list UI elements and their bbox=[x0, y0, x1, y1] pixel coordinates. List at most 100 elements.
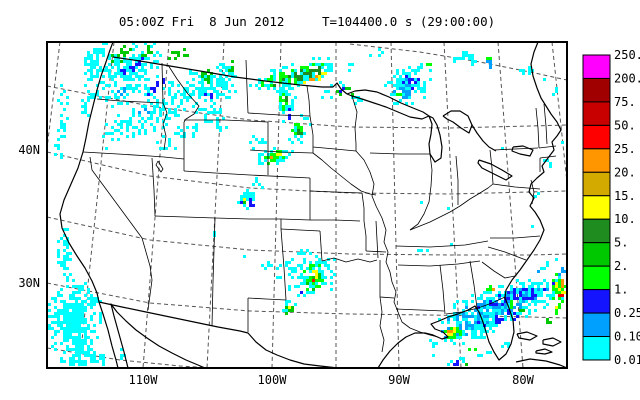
precip-blob bbox=[510, 303, 513, 309]
state-border bbox=[492, 183, 541, 190]
colorbar-box bbox=[582, 336, 611, 361]
longitude-label: 110W bbox=[129, 373, 159, 387]
precip-blob bbox=[306, 273, 321, 291]
state-border bbox=[211, 217, 216, 327]
state-border bbox=[543, 103, 548, 145]
precip-blob bbox=[558, 294, 564, 297]
precip-blob bbox=[450, 243, 453, 246]
precip-blob bbox=[300, 291, 303, 294]
precip-blob bbox=[168, 120, 207, 150]
precip-blob bbox=[417, 249, 429, 252]
state-border bbox=[535, 107, 540, 149]
colorbar-label: 50. bbox=[614, 118, 636, 132]
state-border bbox=[306, 85, 311, 117]
precip-blob bbox=[228, 60, 234, 72]
state-border bbox=[280, 228, 321, 232]
colorbar-label: 200. bbox=[614, 71, 640, 85]
precip-blob bbox=[552, 87, 558, 96]
colorbar-box bbox=[582, 265, 611, 291]
latitude-gridline bbox=[47, 151, 567, 195]
precip-blob bbox=[297, 129, 303, 135]
precip-blob bbox=[111, 45, 132, 63]
precip-blob bbox=[81, 69, 99, 117]
precip-blob bbox=[447, 207, 450, 210]
colorbar-box bbox=[582, 289, 611, 314]
precip-blob bbox=[48, 279, 102, 366]
colorbar-box bbox=[582, 148, 611, 173]
longitude-gridline bbox=[78, 42, 115, 368]
precip-blob bbox=[555, 306, 558, 309]
longitude-gridline bbox=[390, 42, 400, 368]
colorbar-box bbox=[582, 195, 611, 220]
precip-blob bbox=[138, 108, 150, 114]
precip-blob bbox=[519, 309, 525, 312]
colorbar-label: 0.01 bbox=[614, 353, 640, 367]
colorbar-label: 5. bbox=[614, 236, 628, 250]
precip-blob bbox=[252, 180, 264, 189]
state-border bbox=[89, 156, 153, 311]
state-border bbox=[351, 95, 358, 151]
precip-blob bbox=[243, 198, 246, 201]
precip-blob bbox=[297, 249, 309, 255]
precip-blob bbox=[147, 78, 165, 96]
colorbar-label: 2. bbox=[614, 259, 628, 273]
colorbar-box bbox=[582, 124, 611, 150]
precip-blob bbox=[432, 354, 435, 357]
longitude-labels: 110W 100W 90W 80W bbox=[129, 373, 535, 387]
colorbar-label: 0.10 bbox=[614, 330, 640, 344]
latitude-label: 40N bbox=[18, 143, 40, 157]
precip-blob bbox=[204, 93, 213, 99]
state-border bbox=[319, 230, 323, 262]
state-border bbox=[395, 240, 489, 248]
precip-blob bbox=[117, 87, 126, 96]
precip-blob bbox=[465, 363, 468, 366]
state-border bbox=[309, 115, 314, 153]
state-border bbox=[379, 296, 385, 353]
state-border bbox=[312, 146, 357, 152]
precip-blob bbox=[141, 45, 153, 57]
precip-blob bbox=[243, 201, 246, 204]
precip-blob bbox=[279, 93, 288, 111]
state-border bbox=[455, 155, 459, 205]
precip-blob bbox=[168, 48, 189, 60]
precipitation-field bbox=[48, 42, 567, 366]
precip-blob bbox=[540, 258, 558, 270]
precip-blob bbox=[525, 312, 531, 318]
map-clipped-area bbox=[47, 42, 567, 368]
state-border bbox=[493, 147, 539, 151]
precip-blob bbox=[492, 288, 495, 291]
longitude-gridline bbox=[142, 42, 170, 368]
state-border bbox=[151, 157, 156, 217]
colorbar-label: 250. bbox=[614, 48, 640, 62]
colorbar-box bbox=[582, 77, 611, 103]
state-border bbox=[155, 160, 164, 173]
precip-blob bbox=[120, 348, 126, 360]
precip-blob bbox=[57, 228, 72, 279]
precip-blob bbox=[255, 177, 258, 180]
colorbar-label: 20. bbox=[614, 165, 636, 179]
state-border bbox=[445, 296, 506, 315]
precip-blob bbox=[453, 312, 477, 327]
state-border bbox=[245, 59, 249, 114]
precip-blob bbox=[273, 66, 321, 87]
state-border bbox=[490, 235, 541, 239]
precip-blob bbox=[447, 330, 453, 333]
precip-blob bbox=[396, 93, 402, 96]
state-border bbox=[154, 215, 361, 222]
precip-blob bbox=[261, 261, 282, 270]
colorbar-box bbox=[582, 54, 611, 79]
longitude-label: 80W bbox=[512, 373, 534, 387]
longitude-label: 100W bbox=[258, 373, 288, 387]
longitude-gridline bbox=[47, 42, 61, 149]
state-border bbox=[167, 64, 200, 123]
state-border bbox=[360, 190, 377, 196]
precip-blob bbox=[489, 351, 492, 354]
longitude-gridline bbox=[206, 42, 225, 368]
latitude-gridline bbox=[47, 282, 567, 319]
precip-blob bbox=[486, 57, 492, 60]
precip-blob bbox=[120, 57, 144, 75]
state-border bbox=[375, 220, 379, 259]
colorbar-box bbox=[582, 218, 611, 244]
precip-blob bbox=[429, 339, 438, 348]
longitude-gridline bbox=[271, 42, 282, 368]
